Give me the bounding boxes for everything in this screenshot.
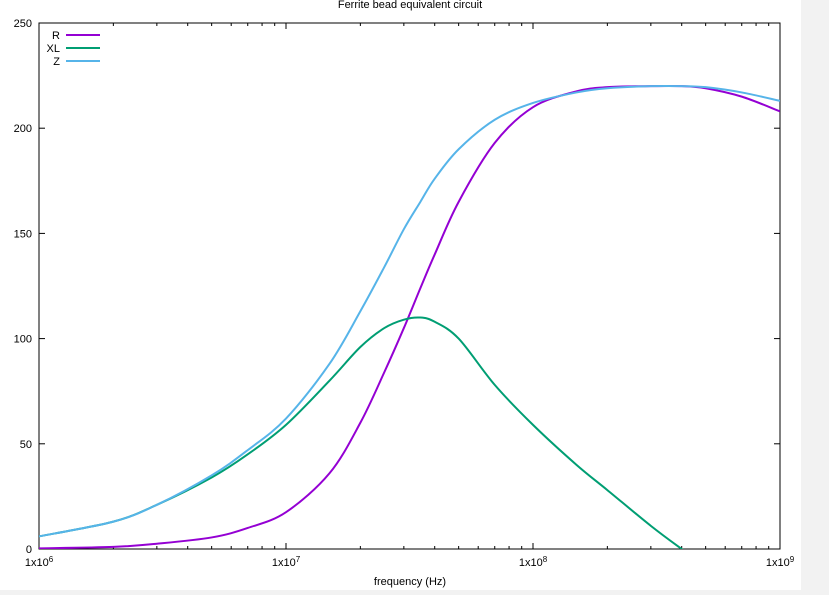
x-tick-label: 1x107 bbox=[272, 555, 301, 569]
x-tick-label-mantissa: 1x10 bbox=[766, 557, 790, 569]
series-lines bbox=[39, 84, 780, 549]
y-tick-label: 250 bbox=[14, 18, 32, 30]
x-tick-label-exponent: 8 bbox=[543, 555, 548, 564]
legend-label-r: R bbox=[52, 30, 60, 42]
chart: Ferrite bead equivalent circuit 0 50 100 15… bbox=[14, 0, 795, 588]
chart-canvas: Ferrite bead equivalent circuit 0 50 100 15… bbox=[0, 0, 801, 590]
y-tick-label: 150 bbox=[14, 228, 32, 240]
legend-label-z: Z bbox=[53, 56, 60, 68]
x-tick-label-mantissa: 1x10 bbox=[25, 557, 49, 569]
series-line-r bbox=[39, 84, 780, 549]
x-tick-label-mantissa: 1x10 bbox=[519, 557, 543, 569]
y-tick-label: 50 bbox=[20, 439, 32, 451]
y-tick-label: 0 bbox=[26, 544, 32, 556]
ticks bbox=[38, 22, 781, 550]
series-line-z bbox=[39, 84, 780, 538]
x-tick-label-exponent: 7 bbox=[296, 555, 301, 564]
x-tick-label: 1x109 bbox=[766, 555, 795, 569]
chart-title: Ferrite bead equivalent circuit bbox=[338, 0, 482, 11]
x-tick-label-mantissa: 1x10 bbox=[272, 557, 296, 569]
legend-label-xl: XL bbox=[47, 43, 60, 55]
y-tick-label: 200 bbox=[14, 123, 32, 135]
plot-frame bbox=[38, 22, 781, 550]
x-tick-label-exponent: 6 bbox=[49, 555, 54, 564]
x-tick-label: 1x106 bbox=[25, 555, 54, 569]
x-tick-label: 1x108 bbox=[519, 555, 548, 569]
series-line-xl bbox=[39, 316, 684, 549]
x-axis-title: frequency (Hz) bbox=[374, 576, 446, 588]
x-tick-label-exponent: 9 bbox=[790, 555, 795, 564]
y-tick-label: 100 bbox=[14, 334, 32, 346]
